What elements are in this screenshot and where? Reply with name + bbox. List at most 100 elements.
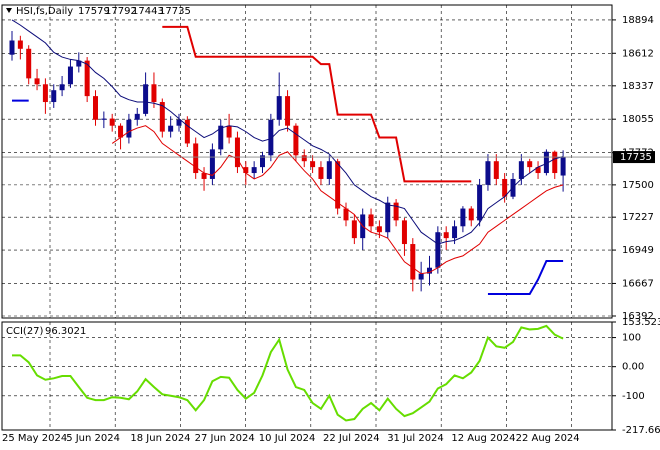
x-tick-label: 22 Aug 2024 <box>516 433 580 444</box>
x-tick-label: 18 Jun 2024 <box>130 433 190 444</box>
candle-body <box>552 151 558 174</box>
candle-body <box>435 232 441 268</box>
candle-body <box>535 167 541 174</box>
candle-body <box>67 66 73 85</box>
candle-body <box>468 208 474 221</box>
candle-body <box>59 84 65 91</box>
cci-last-value: 96.3021 <box>45 326 86 337</box>
indicator-line <box>111 125 564 275</box>
cci-frame <box>1 321 613 431</box>
y-tick-label: 100 <box>622 333 641 344</box>
x-tick-label: 22 Jul 2024 <box>323 433 380 444</box>
candle-body <box>368 214 374 227</box>
candle-body <box>226 125 232 138</box>
candle-body <box>318 167 324 179</box>
candle-body <box>335 161 341 209</box>
x-tick-label: 10 Jul 2024 <box>259 433 316 444</box>
y-tick-label: 18055 <box>622 114 654 125</box>
last-high: 17792 <box>105 6 137 17</box>
candle-body <box>452 226 458 239</box>
candle-body <box>251 167 257 174</box>
x-tick-label: 12 Aug 2024 <box>451 433 515 444</box>
candle-body <box>76 60 82 67</box>
candle-body <box>42 84 48 103</box>
y-tick-label: 0.00 <box>622 362 644 373</box>
candle-body <box>393 202 399 221</box>
candle-body <box>385 202 391 233</box>
candle-body <box>502 178 508 197</box>
candle-body <box>518 161 524 179</box>
collapse-icon <box>6 8 12 13</box>
current-price-label: 17735 <box>620 152 652 163</box>
candle-body <box>260 155 265 168</box>
candle-body <box>26 48 32 79</box>
last-close: 17735 <box>159 6 191 17</box>
y-tick-label: 18894 <box>622 15 654 26</box>
candle-body <box>493 161 499 179</box>
candle-body <box>477 184 483 221</box>
x-tick-label: 31 Jul 2024 <box>387 433 444 444</box>
candle-body <box>17 40 23 49</box>
candle-body <box>143 84 149 114</box>
candle-body <box>276 96 282 120</box>
candle-body <box>209 149 215 179</box>
candle-body <box>134 113 140 120</box>
candle-body <box>234 137 240 168</box>
y-tick-label: 153.5238 <box>622 317 660 328</box>
chart-title: HSI,fs,Daily <box>16 6 73 17</box>
candle-body <box>268 119 274 156</box>
indicator-line <box>12 99 564 295</box>
candle-body <box>193 143 199 174</box>
candle-body <box>285 96 291 126</box>
candle-body <box>109 118 115 126</box>
x-tick-label: 27 Jun 2024 <box>195 433 255 444</box>
y-tick-label: 16949 <box>622 245 654 256</box>
last-open: 17579 <box>78 6 110 17</box>
y-tick-label: -217.669 <box>622 425 660 436</box>
candle-body <box>84 60 90 97</box>
cci-title: CCI(27) <box>6 326 44 337</box>
y-tick-label: 17500 <box>622 180 654 191</box>
candle-body <box>410 244 416 280</box>
candle-body <box>168 125 174 132</box>
candle-body <box>326 161 332 179</box>
candle-body <box>151 84 157 103</box>
candle-body <box>293 125 299 156</box>
y-tick-label: 16392 <box>622 311 654 322</box>
candle-body <box>176 119 182 126</box>
candle-body <box>401 220 407 245</box>
candle-body <box>351 220 357 239</box>
candle-body <box>243 167 249 174</box>
last-low: 17443 <box>132 6 164 17</box>
candle-body <box>184 119 190 144</box>
candle-body <box>310 161 316 168</box>
candle-body <box>343 208 349 221</box>
candle-body <box>460 208 466 227</box>
candle-body <box>34 78 40 85</box>
candle-body <box>527 161 533 168</box>
indicator-line <box>162 25 472 183</box>
candle-body <box>543 151 549 174</box>
indicator-line <box>11 19 564 245</box>
candle-body <box>9 40 15 55</box>
main-frame <box>1 4 613 319</box>
y-tick-label: -100 <box>622 391 645 402</box>
x-tick-label: 25 May 2024 <box>2 433 67 444</box>
y-tick-label: 16667 <box>622 278 654 289</box>
y-tick-label: 17227 <box>622 212 654 223</box>
candle-body <box>218 125 224 150</box>
y-tick-label: 18612 <box>622 48 654 59</box>
candle-body <box>118 125 124 138</box>
current-price-box <box>613 151 655 164</box>
candle-body <box>201 173 207 179</box>
candle-body <box>101 118 107 120</box>
candle-body <box>485 161 491 185</box>
candle-body <box>159 102 165 132</box>
y-tick-label: 18337 <box>622 81 654 92</box>
candle-body <box>93 96 98 120</box>
candle-body <box>301 155 307 162</box>
